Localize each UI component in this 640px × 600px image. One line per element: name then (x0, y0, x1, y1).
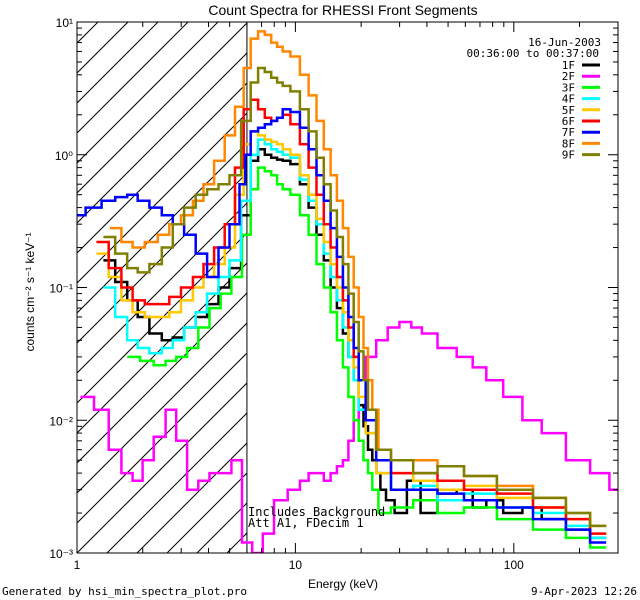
footer-timestamp: 9-Apr-2023 12:26 (531, 585, 637, 598)
x-tick-label: 1 (74, 558, 81, 572)
hatch-line (77, 142, 247, 314)
hatch-line (77, 322, 247, 494)
hatch-line (106, 412, 247, 553)
series-5F (96, 130, 607, 535)
legend-label-5F: 5F (562, 104, 575, 117)
chart-title: Count Spectra for RHESSI Front Segments (208, 2, 477, 18)
info-time-range: 00:36:00 to 00:37:00 (467, 47, 599, 60)
legend-label-1F: 1F (562, 59, 575, 72)
y-tick-label: 10⁻² (49, 414, 73, 428)
y-tick-label: 10⁰ (55, 149, 73, 163)
series-3F (127, 166, 607, 549)
legend-label-3F: 3F (562, 81, 575, 94)
y-axis-label: counts cm⁻² s⁻¹ keV⁻¹ (23, 232, 37, 351)
series-9F (103, 66, 607, 528)
hatch-line (77, 22, 219, 164)
legend-label-6F: 6F (562, 115, 575, 128)
legend-label-9F: 9F (562, 149, 575, 162)
series-2F (80, 320, 618, 553)
series-7F (77, 108, 607, 544)
hatch-line (77, 22, 247, 194)
hatch-line (77, 22, 189, 134)
footer-generated-by: Generated by hsi_min_spectra_plot.pro (2, 585, 247, 598)
hatch-line (136, 442, 247, 553)
y-tick-label: 10⁻³ (49, 547, 73, 561)
legend-label-8F: 8F (562, 137, 575, 150)
info-date: 16-Jun-2003 (528, 36, 601, 49)
hatch-line (77, 352, 247, 524)
hatch-line (77, 52, 247, 224)
x-axis-label: Energy (keV) (308, 577, 378, 591)
hatch-line (77, 82, 247, 254)
spectra-series (77, 30, 618, 553)
legend-label-2F: 2F (562, 70, 575, 83)
x-tick-label: 100 (504, 558, 524, 572)
annotation-background: Includes Background (248, 505, 385, 519)
axis-tick-labels: 1 10 100 10⁻³ 10⁻² 10⁻¹ 10⁰ 10¹ (49, 16, 524, 572)
axis-ticks (76, 21, 619, 554)
hatch-line (77, 382, 247, 553)
hatch-line (77, 202, 247, 374)
x-tick-label: 10 (289, 558, 303, 572)
y-tick-label: 10¹ (56, 16, 73, 30)
series-6F (96, 98, 607, 535)
annotation-attenuator: Att A1, FDecim 1 (248, 516, 364, 530)
y-tick-label: 10⁻¹ (49, 282, 73, 296)
legend-label-4F: 4F (562, 93, 575, 106)
legend-label-7F: 7F (562, 126, 575, 139)
